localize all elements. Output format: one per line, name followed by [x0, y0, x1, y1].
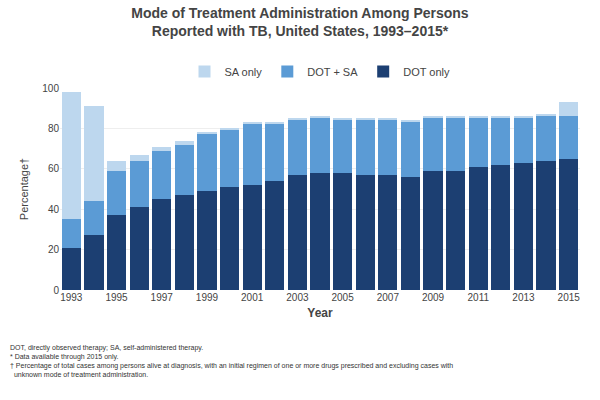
svg-text:1997: 1997: [151, 292, 174, 303]
svg-text:DOT, directly observed therapy: DOT, directly observed therapy; SA, self…: [10, 344, 453, 378]
svg-text:1993: 1993: [60, 292, 83, 303]
svg-text:Percentage†: Percentage†: [18, 158, 30, 220]
svg-text:2003: 2003: [286, 292, 309, 303]
svg-text:1999: 1999: [196, 292, 219, 303]
svg-text:0: 0: [53, 285, 59, 296]
svg-text:2013: 2013: [512, 292, 535, 303]
svg-text:40: 40: [48, 204, 60, 215]
svg-text:60: 60: [48, 163, 60, 174]
svg-text:SA only: SA only: [225, 66, 263, 78]
svg-text:100: 100: [42, 83, 59, 94]
svg-text:80: 80: [48, 123, 60, 134]
svg-text:1995: 1995: [105, 292, 128, 303]
svg-text:20: 20: [48, 244, 60, 255]
svg-text:2001: 2001: [241, 292, 264, 303]
svg-text:2009: 2009: [422, 292, 445, 303]
svg-text:2005: 2005: [331, 292, 354, 303]
svg-text:DOT + SA: DOT + SA: [307, 66, 358, 78]
svg-text:2007: 2007: [377, 292, 400, 303]
svg-text:DOT only: DOT only: [403, 66, 450, 78]
svg-text:Year: Year: [307, 306, 333, 320]
svg-text:Mode of Treatment Administrati: Mode of Treatment Administration Among P…: [131, 5, 469, 39]
svg-text:2015: 2015: [558, 292, 581, 303]
svg-text:2011: 2011: [468, 292, 490, 303]
